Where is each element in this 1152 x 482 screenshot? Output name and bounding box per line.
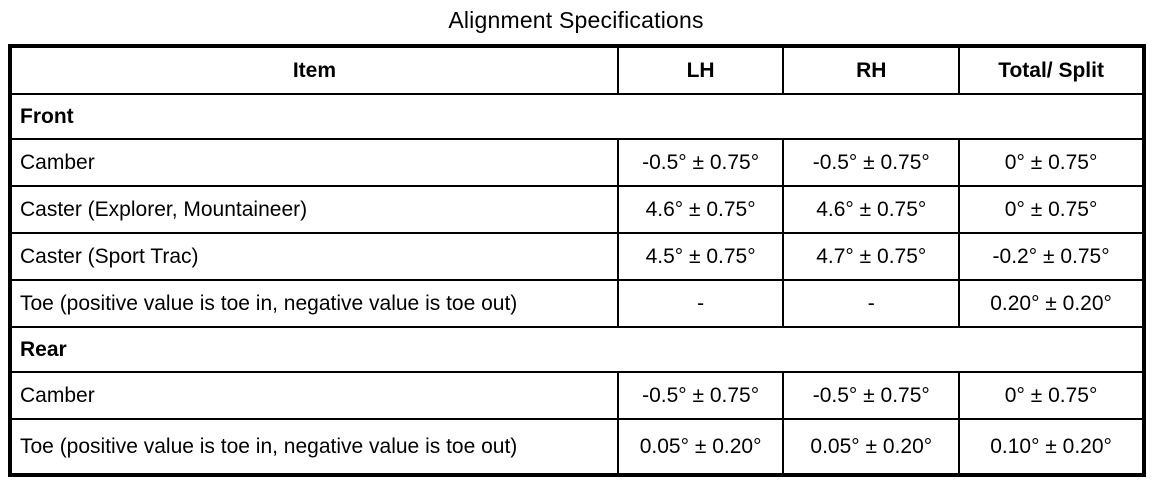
total-value-cell: 0° ± 0.75° — [958, 371, 1145, 420]
alignment-spec-table: Item LH RH Total/ Split Front Camber -0.5°… — [8, 44, 1146, 477]
total-value-cell: 0° ± 0.75° — [958, 138, 1145, 187]
item-cell: Toe (positive value is toe in, negative … — [9, 279, 619, 328]
column-header-rh: RH — [782, 45, 961, 95]
lh-value-cell: 0.05° ± 0.20° — [616, 418, 785, 476]
page-title: Alignment Specifications — [448, 7, 704, 33]
column-header-item: Item — [9, 45, 619, 95]
rh-value-cell: -0.5° ± 0.75° — [782, 138, 961, 187]
section-label: Front — [9, 93, 1145, 140]
item-cell: Toe (positive value is toe in, negative … — [9, 418, 619, 476]
lh-value-cell: -0.5° ± 0.75° — [616, 371, 785, 420]
table-row: Toe (positive value is toe in, negative … — [9, 279, 1145, 328]
section-label: Rear — [9, 326, 1145, 373]
rh-value-cell: 4.7° ± 0.75° — [782, 232, 961, 281]
table-row: Toe (positive value is toe in, negative … — [9, 418, 1145, 476]
rh-value-cell: 0.05° ± 0.20° — [782, 418, 961, 476]
item-cell: Caster (Explorer, Mountaineer) — [9, 185, 619, 234]
table-row: Camber -0.5° ± 0.75° -0.5° ± 0.75° 0° ± 0.7… — [9, 138, 1145, 187]
column-header-lh: LH — [616, 45, 785, 95]
item-cell: Caster (Sport Trac) — [9, 232, 619, 281]
column-header-total-split: Total/ Split — [958, 45, 1145, 95]
lh-value-cell: 4.5° ± 0.75° — [616, 232, 785, 281]
item-cell: Camber — [9, 138, 619, 187]
header-row: Item LH RH Total/ Split — [9, 45, 1145, 95]
lh-value-cell: -0.5° ± 0.75° — [616, 138, 785, 187]
total-value-cell: -0.2° ± 0.75° — [958, 232, 1145, 281]
table-row: Caster (Sport Trac) 4.5° ± 0.75° 4.7° ± 0.… — [9, 232, 1145, 281]
total-value-cell: 0.10° ± 0.20° — [958, 418, 1145, 476]
section-row-front: Front — [9, 93, 1145, 140]
lh-value-cell: 4.6° ± 0.75° — [616, 185, 785, 234]
table-row: Camber -0.5° ± 0.75° -0.5° ± 0.75° 0° ± 0.7… — [9, 371, 1145, 420]
section-row-rear: Rear — [9, 326, 1145, 373]
rh-value-cell: -0.5° ± 0.75° — [782, 371, 961, 420]
rh-value-cell: 4.6° ± 0.75° — [782, 185, 961, 234]
lh-value-cell: - — [616, 279, 785, 328]
total-value-cell: 0° ± 0.75° — [958, 185, 1145, 234]
table-row: Caster (Explorer, Mountaineer) 4.6° ± 0.7… — [9, 185, 1145, 234]
total-value-cell: 0.20° ± 0.20° — [958, 279, 1145, 328]
item-cell: Camber — [9, 371, 619, 420]
rh-value-cell: - — [782, 279, 961, 328]
